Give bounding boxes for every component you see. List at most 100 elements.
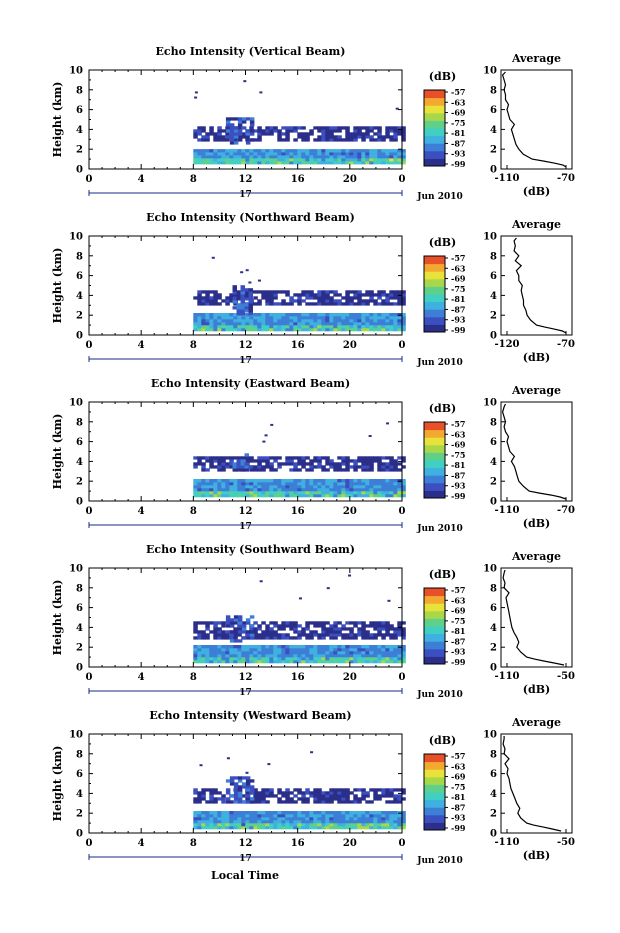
heatmap-cell <box>305 654 310 658</box>
heatmap-cell <box>349 817 354 821</box>
heatmap-cell <box>349 328 354 332</box>
heatmap-cell <box>253 788 258 792</box>
heatmap-cell <box>257 462 262 466</box>
heatmap-cell <box>297 462 302 466</box>
heatmap-cell <box>353 817 358 821</box>
heatmap-cell <box>273 290 278 294</box>
heatmap-cell <box>309 296 314 300</box>
heatmap-cell <box>345 152 350 156</box>
heatmap-cell <box>317 456 322 460</box>
heatmap-cell <box>321 621 326 625</box>
heatmap-cell <box>385 135 390 139</box>
heatmap-cell <box>221 814 226 818</box>
heatmap-cell <box>357 322 362 326</box>
heatmap-cell <box>237 826 242 830</box>
heatmap-cell <box>397 319 402 323</box>
heatmap-cell <box>305 788 310 792</box>
heatmap-cell <box>245 479 250 483</box>
heatmap-cell <box>253 794 258 798</box>
heatmap-cell <box>317 817 322 821</box>
heatmap-cell <box>217 633 222 637</box>
heatmap-cell <box>265 648 270 652</box>
heatmap-cell <box>241 158 246 162</box>
heatmap-cell <box>341 636 346 640</box>
heatmap-cell <box>277 313 282 317</box>
heatmap-cell <box>277 328 282 332</box>
heatmap-cell <box>301 459 306 463</box>
heatmap-cell <box>289 126 294 130</box>
heatmap-cell <box>249 660 254 664</box>
heatmap-cell <box>357 290 362 294</box>
heatmap-cell <box>297 459 302 463</box>
heatmap-cell <box>365 811 370 815</box>
heatmap-cell <box>264 434 268 437</box>
heatmap-cell <box>193 823 198 827</box>
heatmap-cell <box>385 325 390 329</box>
heatmap-cell <box>361 817 366 821</box>
heatmap-cell <box>361 488 366 492</box>
heatmap-cell <box>253 296 258 300</box>
heatmap-cell <box>386 422 390 425</box>
heatmap-cell <box>201 313 206 317</box>
heatmap-cell <box>329 158 334 162</box>
heatmap-cell <box>333 627 338 631</box>
heatmap-cell <box>193 296 198 300</box>
heatmap-cell <box>273 325 278 329</box>
heatmap-cell <box>341 488 346 492</box>
heatmap-cell <box>345 296 350 300</box>
heatmap-cell <box>301 299 306 303</box>
heatmap-cell <box>261 325 266 329</box>
heatmap-cell <box>265 791 270 795</box>
heatmap-cell <box>285 293 290 297</box>
heatmap-cell <box>313 126 318 130</box>
heatmap-cell <box>205 482 210 486</box>
heatmap-cell <box>229 462 234 466</box>
heatmap-cell <box>389 161 394 165</box>
heatmap-cell <box>385 456 390 460</box>
heatmap-cell <box>197 633 202 637</box>
heatmap-cell <box>377 302 382 306</box>
heatmap-cell <box>361 328 366 332</box>
heatmap-cell <box>297 788 302 792</box>
heatmap-cell <box>281 491 286 495</box>
heatmap-cell <box>381 788 386 792</box>
heatmap-cell <box>337 161 342 165</box>
heatmap-cell <box>265 826 270 830</box>
heatmap-cell <box>205 158 210 162</box>
heatmap-cell <box>237 615 243 619</box>
heatmap-cell <box>357 826 362 830</box>
heatmap-cell <box>373 817 378 821</box>
heatmap-cell <box>345 129 350 133</box>
heatmap-cell <box>249 779 255 783</box>
heatmap-cell <box>377 459 382 463</box>
heatmap-cell <box>369 456 374 460</box>
heatmap-cell <box>313 814 318 818</box>
heatmap-cell <box>317 299 322 303</box>
heatmap-cell <box>221 800 226 804</box>
heatmap-cell <box>321 155 326 159</box>
heatmap-cell <box>193 657 198 661</box>
heatmap-cell <box>269 654 274 658</box>
heatmap-cell <box>321 817 326 821</box>
heatmap-cell <box>305 648 310 652</box>
heatmap-cell <box>389 488 394 492</box>
heatmap-cell <box>357 630 362 634</box>
heatmap-cell <box>369 290 374 294</box>
heatmap-cell <box>293 660 298 664</box>
heatmap-cell <box>373 820 378 824</box>
heatmap-cell <box>293 494 298 498</box>
y-axis-label: Height (km) <box>51 248 64 324</box>
heatmap-cell <box>365 290 370 294</box>
heatmap-cell <box>240 271 244 274</box>
heatmap-cell <box>248 281 252 284</box>
heatmap-cell <box>373 313 378 317</box>
heatmap-cell <box>221 325 226 329</box>
heatmap-cell <box>337 316 342 320</box>
heatmap-cell <box>265 817 270 821</box>
heatmap-cell <box>357 302 362 306</box>
heatmap-cell <box>209 788 214 792</box>
heatmap-cell <box>217 135 222 139</box>
heatmap-cell <box>369 152 374 156</box>
heatmap-cell <box>341 823 346 827</box>
heatmap-cell <box>213 800 218 804</box>
